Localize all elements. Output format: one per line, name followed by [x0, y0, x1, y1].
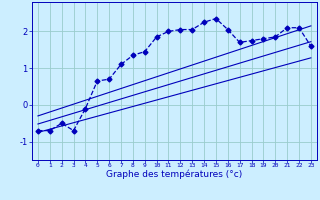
X-axis label: Graphe des températures (°c): Graphe des températures (°c): [106, 170, 243, 179]
